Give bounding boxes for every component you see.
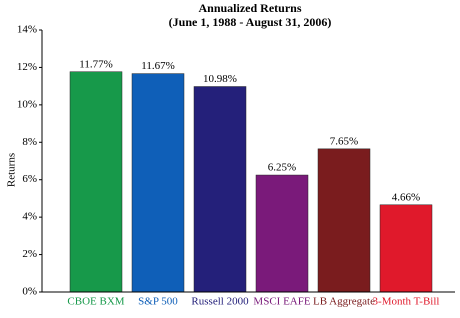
bar bbox=[255, 174, 309, 293]
bar bbox=[317, 148, 371, 293]
y-tick-label: 10% bbox=[17, 98, 37, 110]
value-label: 10.98% bbox=[203, 73, 237, 85]
y-tick-label: 0% bbox=[22, 286, 37, 298]
x-tick-label: S&P 500 bbox=[138, 296, 178, 308]
value-label: 6.25% bbox=[268, 162, 296, 174]
bar bbox=[131, 73, 185, 293]
chart-title: Annualized Returns bbox=[198, 1, 301, 15]
value-label: 11.67% bbox=[141, 60, 175, 72]
x-tick-label: LB Aggregate bbox=[313, 296, 375, 308]
y-axis-label: Returns bbox=[6, 153, 18, 187]
bar bbox=[379, 204, 433, 293]
chart-subtitle: (June 1, 1988 - August 31, 2006) bbox=[169, 15, 332, 29]
value-label: 4.66% bbox=[392, 191, 420, 203]
y-tick-label: 4% bbox=[22, 211, 37, 223]
y-tick-label: 6% bbox=[22, 173, 37, 185]
x-tick-label: MSCI EAFE bbox=[253, 296, 310, 308]
y-tick-label: 14% bbox=[17, 24, 37, 36]
y-tick-label: 2% bbox=[22, 248, 37, 260]
x-tick-label: 3-Month T-Bill bbox=[373, 296, 440, 308]
y-tick-label: 12% bbox=[17, 61, 37, 73]
x-tick-label: Russell 2000 bbox=[191, 296, 249, 308]
bar bbox=[193, 86, 247, 293]
value-label: 11.77% bbox=[79, 58, 113, 70]
y-tick-label: 8% bbox=[22, 136, 37, 148]
bar bbox=[69, 71, 123, 293]
x-tick-label: CBOE BXM bbox=[67, 296, 124, 308]
value-label: 7.65% bbox=[330, 135, 358, 147]
